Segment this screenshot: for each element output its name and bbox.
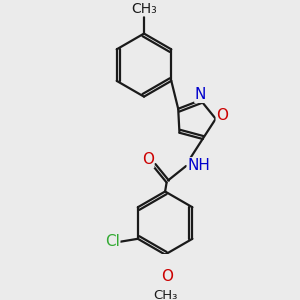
Text: Cl: Cl — [105, 234, 120, 249]
Text: N: N — [195, 87, 206, 102]
Text: O: O — [161, 269, 173, 284]
Text: CH₃: CH₃ — [131, 2, 157, 16]
Text: O: O — [216, 108, 228, 123]
Text: CH₃: CH₃ — [153, 289, 177, 300]
Text: NH: NH — [187, 158, 210, 173]
Text: O: O — [142, 152, 154, 167]
